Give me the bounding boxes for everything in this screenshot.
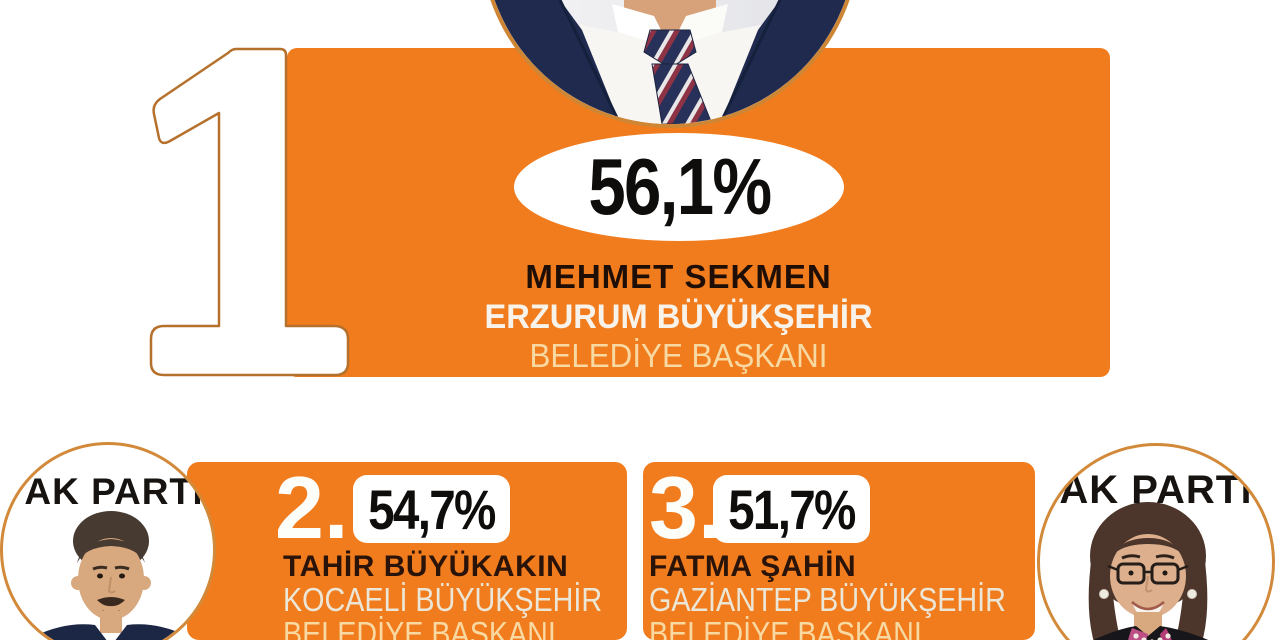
tahir-buyukakin-photo: AK PARTi bbox=[0, 442, 216, 640]
rank-1-percent-value: 56,1% bbox=[587, 142, 772, 231]
glasses-left-lens bbox=[1116, 562, 1146, 585]
nose bbox=[1144, 575, 1153, 593]
rank-2-card: 2. 54,7% TAHİR BÜYÜKAKIN KOCAELİ BÜYÜKŞE… bbox=[187, 462, 627, 640]
tie bbox=[651, 63, 713, 124]
glasses-right-lens bbox=[1150, 562, 1180, 585]
rank-3-percent-box: 51,7% bbox=[713, 475, 870, 543]
rank-1-candidate-name: MEHMET SEKMEN bbox=[525, 258, 832, 295]
eye-right bbox=[119, 573, 125, 579]
rank-1-percent-badge: 56,1% bbox=[514, 133, 844, 241]
eye-right bbox=[1162, 570, 1168, 576]
rank-3-percent-value: 51,7% bbox=[728, 477, 856, 541]
scarf-left bbox=[1128, 628, 1148, 640]
tie-knot bbox=[643, 29, 697, 69]
rank-2-percent-box: 54,7% bbox=[353, 475, 510, 543]
pearl-necklace bbox=[1133, 633, 1171, 640]
eye-left bbox=[1128, 570, 1134, 576]
black-top bbox=[1093, 626, 1209, 640]
jacket-left bbox=[484, 0, 620, 124]
rank-1-numeral bbox=[149, 47, 350, 377]
eye-left bbox=[97, 573, 103, 579]
rank-3-region-line: GAZİANTEP BÜYÜKŞEHİR bbox=[649, 581, 1006, 618]
glasses-temples bbox=[1107, 564, 1189, 572]
suit-portrait-illustration bbox=[484, 0, 856, 124]
eyebrow-right bbox=[114, 565, 130, 571]
rank-3-card: 3. 51,7% FATMA ŞAHİN GAZİANTEP BÜYÜKŞEHİ… bbox=[643, 462, 1035, 640]
earring-left bbox=[1099, 589, 1109, 599]
eyebrow-left bbox=[1121, 554, 1141, 560]
eyebrow-left bbox=[92, 565, 108, 571]
rank-1-region-line: ERZURUM BÜYÜKŞEHİR bbox=[484, 298, 873, 336]
mustache bbox=[97, 597, 125, 607]
jacket-left bbox=[28, 624, 107, 640]
eyebrow-right bbox=[1155, 554, 1175, 560]
man-portrait-illustration bbox=[28, 511, 194, 640]
rank-3-role-line: BELEDİYE BAŞKANI bbox=[649, 615, 922, 640]
jacket-right bbox=[720, 0, 856, 124]
nose bbox=[107, 576, 116, 594]
ak-parti-badge-right: AK PARTi bbox=[1059, 468, 1253, 512]
earring-right bbox=[1187, 589, 1197, 599]
rank-2-role-line: BELEDİYE BAŞKANI bbox=[283, 615, 556, 640]
rank-1-role-line: BELEDİYE BAŞKANI bbox=[529, 337, 828, 374]
ak-parti-badge-left: AK PARTi bbox=[24, 471, 204, 512]
rank-2-number: 2. bbox=[275, 458, 349, 557]
rank-2-percent-value: 54,7% bbox=[368, 477, 496, 541]
neck bbox=[100, 611, 122, 633]
rank-2-candidate-name: TAHİR BÜYÜKAKIN bbox=[283, 550, 569, 583]
rank-3-number: 3. bbox=[649, 458, 723, 557]
fatma-sahin-photo: AK PARTi bbox=[1037, 443, 1275, 640]
rank-2-region-line: KOCAELİ BÜYÜKŞEHİR bbox=[283, 581, 603, 618]
woman-portrait-illustration bbox=[1088, 502, 1209, 640]
rank-3-candidate-name: FATMA ŞAHİN bbox=[649, 550, 857, 583]
mehmet-sekmen-photo bbox=[480, 0, 860, 128]
jacket-right bbox=[115, 624, 194, 640]
